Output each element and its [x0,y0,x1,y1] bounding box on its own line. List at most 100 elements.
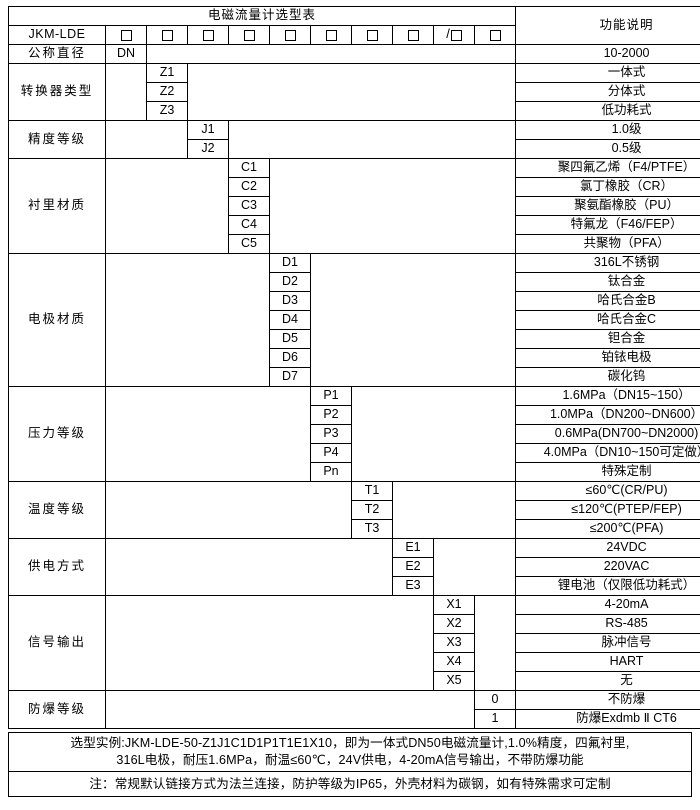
selection-table-body: 电磁流量计选型表 功能说明 JKM-LDE / 公称直径 DN 10-2000 转换器… [7,6,700,729]
option-description: 不防爆 [515,690,700,710]
table-row: 衬里材质 C1 聚四氟乙烯（F4/PTFE） [8,158,700,254]
spacer-left [105,63,147,121]
option-description: 0.5级 [515,139,700,159]
option-description: 0.6MPa(DN700~DN2000) [515,424,700,444]
option-code[interactable]: P1 [310,386,352,406]
option-description: 4-20mA [515,595,700,615]
option-code[interactable]: Z1 [146,63,188,83]
option-code[interactable]: P2 [310,405,352,425]
option-code[interactable]: X5 [433,671,475,691]
option-code[interactable]: D2 [269,272,311,292]
category-label: 温度等级 [8,481,106,539]
checkbox-cell-9[interactable]: / [433,25,475,45]
option-description: 锂电池（仅限低功耗式） [515,576,700,596]
checkbox-cell-3[interactable] [187,25,229,45]
checkbox-cell-7[interactable] [351,25,393,45]
checkbox-5[interactable] [284,29,296,41]
spacer-left [105,120,188,159]
option-description: ≤120℃(PTEP/FEP) [515,500,700,520]
option-code[interactable]: X4 [433,652,475,672]
option-description: 哈氏合金C [515,310,700,330]
spacer-right [227,120,517,159]
option-code[interactable]: D1 [269,253,311,273]
option-code[interactable]: D3 [269,291,311,311]
table-row: E3 锂电池（仅限低功耗式） [9,576,700,596]
option-code[interactable]: T3 [351,519,393,539]
option-code[interactable]: T2 [351,500,393,520]
category-label: 公称直径 [8,44,106,64]
checkbox-cell-10[interactable] [473,25,517,45]
checkbox-8[interactable] [407,29,419,41]
table-row: D3 哈氏合金B [9,291,700,311]
checkbox-3[interactable] [202,29,214,41]
option-code[interactable]: D5 [269,329,311,349]
checkbox-7[interactable] [366,29,378,41]
example-row: 选型实例:JKM-LDE-50-Z1J1C1D1P1T1E1X10，即为一体式D… [8,732,692,772]
spacer-right [432,538,517,596]
category-label: 衬里材质 [8,158,106,254]
notes-table: 选型实例:JKM-LDE-50-Z1J1C1D1P1T1E1X10，即为一体式D… [8,732,692,797]
option-code[interactable]: Z3 [146,101,188,121]
spacer-right [309,253,517,387]
option-code[interactable]: Z2 [146,82,188,102]
option-code[interactable]: E3 [392,576,434,596]
table-row: P2 1.0MPa（DN200~DN600） [9,405,700,425]
option-code[interactable]: J2 [187,139,229,159]
option-code[interactable]: E2 [392,557,434,577]
option-code[interactable]: C3 [228,196,270,216]
category-label: 压力等级 [8,386,106,482]
table-row: 防爆等级 0 不防爆 [8,690,700,729]
checkbox-cell-1[interactable] [105,25,147,45]
option-description: 钽合金 [515,329,700,349]
table-row: J2 0.5级 [9,139,700,159]
checkbox-cell-5[interactable] [269,25,311,45]
option-code[interactable]: DN [105,44,147,64]
selection-table: 电磁流量计选型表 功能说明 JKM-LDE / 公称直径 DN 10-2000 转换器… [7,6,700,729]
option-code[interactable]: Pn [310,462,352,482]
table-row: C2 氯丁橡胶（CR） [9,177,700,197]
option-code[interactable]: 1 [473,709,517,729]
checkbox-10[interactable] [489,29,501,41]
option-code[interactable]: D6 [269,348,311,368]
category-label: 防爆等级 [8,690,106,729]
table-row: X2 RS-485 [9,614,700,634]
table-row: 压力等级 P1 1.6MPa（DN15~150） [8,386,700,482]
option-description: 脉冲信号 [515,633,700,653]
checkbox-cell-2[interactable] [146,25,188,45]
option-code[interactable]: X1 [433,595,475,615]
option-code[interactable]: T1 [351,481,393,501]
option-code[interactable]: 0 [473,690,517,710]
option-description: ≤60℃(CR/PU) [515,481,700,501]
option-description: HART [515,652,700,672]
checkbox-4[interactable] [243,29,255,41]
option-code[interactable]: C4 [228,215,270,235]
option-code[interactable]: C1 [228,158,270,178]
table-row: Z3 低功耗式 [9,101,700,121]
option-description: 特氟龙（F46/FEP） [515,215,700,235]
option-code[interactable]: P4 [310,443,352,463]
option-code[interactable]: D7 [269,367,311,387]
checkbox-1[interactable] [120,29,132,41]
option-description: 哈氏合金B [515,291,700,311]
spacer-left [105,538,393,596]
option-code[interactable]: E1 [392,538,434,558]
option-description: 聚氨酯橡胶（PU） [515,196,700,216]
checkbox-cell-4[interactable] [228,25,270,45]
option-code[interactable]: X2 [433,614,475,634]
option-code[interactable]: P3 [310,424,352,444]
checkbox-cell-8[interactable] [392,25,434,45]
option-code[interactable]: D4 [269,310,311,330]
checkbox-2[interactable] [161,29,173,41]
table-row: P3 0.6MPa(DN700~DN2000) [9,424,700,444]
option-code[interactable]: C5 [228,234,270,254]
option-code[interactable]: C2 [228,177,270,197]
option-description: 聚四氟乙烯（F4/PTFE） [515,158,700,178]
option-description: 24VDC [515,538,700,558]
option-description: 低功耗式 [515,101,700,121]
checkbox-6[interactable] [325,29,337,41]
option-code[interactable]: X3 [433,633,475,653]
selection-example: 选型实例:JKM-LDE-50-Z1J1C1D1P1T1E1X10，即为一体式D… [8,732,692,772]
checkbox-cell-6[interactable] [310,25,352,45]
option-code[interactable]: J1 [187,120,229,140]
checkbox-9[interactable] [450,29,462,41]
